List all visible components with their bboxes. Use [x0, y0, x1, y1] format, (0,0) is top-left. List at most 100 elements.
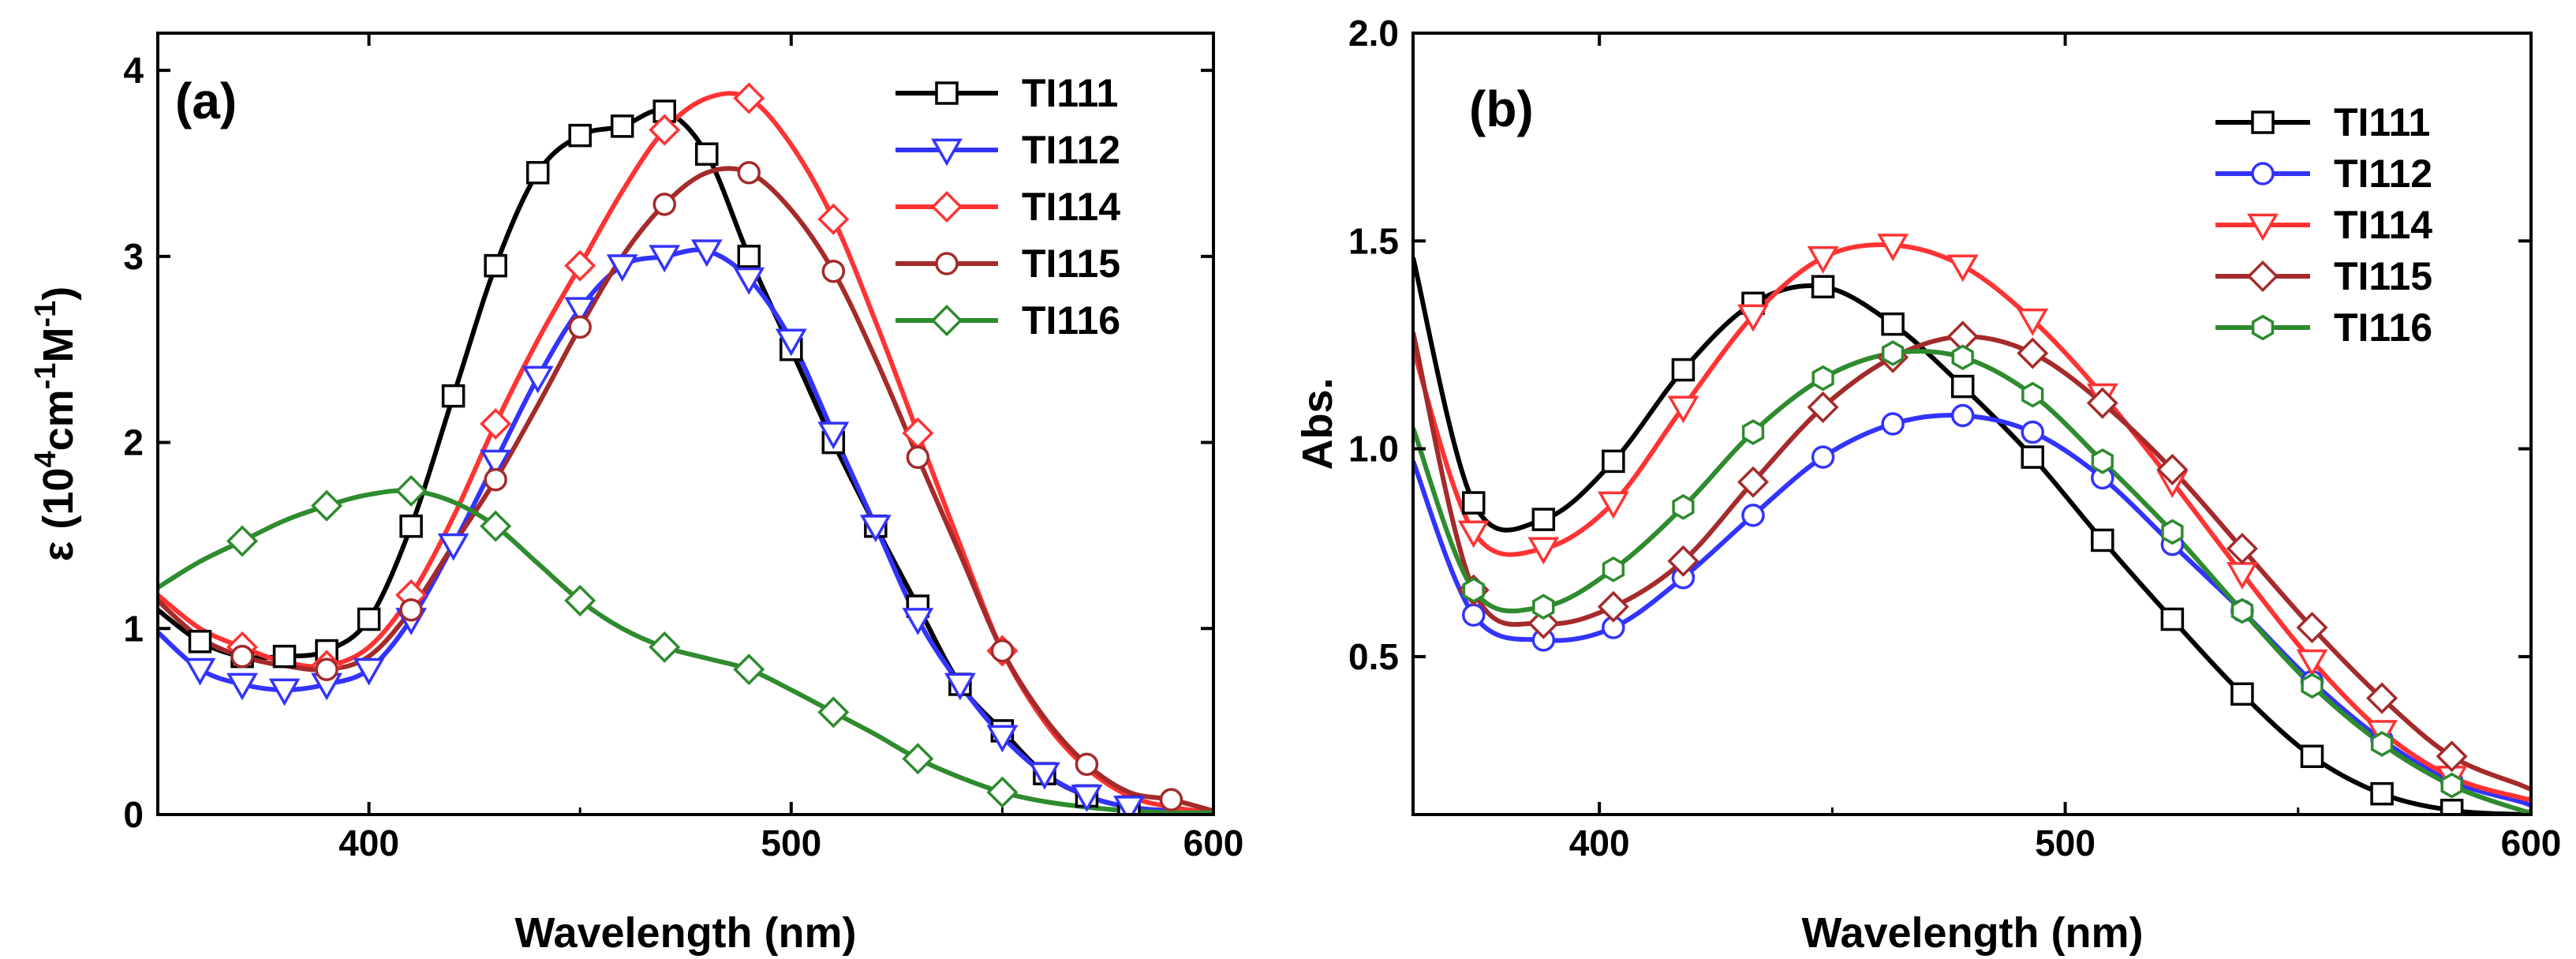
legend-marker-a-TI111 — [935, 81, 959, 105]
data-point-a-TI112-16 — [859, 515, 892, 543]
data-point-a-TI115-6 — [737, 161, 761, 185]
data-point-a-TI116-9 — [986, 776, 1019, 808]
data-point-b-TI114-0 — [1457, 520, 1490, 549]
x-axis-label-b: Wavelength (nm) — [1801, 909, 2143, 957]
data-point-b-TI116-5 — [1811, 365, 1834, 391]
data-point-a-TI116-2 — [395, 474, 428, 507]
data-point-a-TI114-7 — [817, 203, 850, 235]
data-point-a-TI116-1 — [311, 489, 343, 522]
data-point-b-TI116-7 — [1951, 344, 1974, 371]
data-point-b-TI115-2 — [1597, 590, 1629, 623]
data-point-b-TI114-4 — [1737, 304, 1769, 332]
y-tick-label-b-0: 0.5 — [1348, 636, 1399, 677]
data-point-b-TI114-12 — [2296, 649, 2328, 677]
x-tick-label-a-2: 600 — [1183, 822, 1244, 863]
data-point-b-TI114-1 — [1527, 537, 1560, 565]
data-point-a-TI112-14 — [775, 328, 807, 357]
legend-label-b-TI116: TI116 — [2334, 305, 2432, 350]
data-point-a-TI112-18 — [944, 672, 976, 701]
panel-label-b: (b) — [1469, 81, 1534, 137]
data-point-a-TI111-13 — [737, 245, 761, 268]
data-point-a-TI111-10 — [610, 114, 634, 138]
marker-layer-a — [184, 82, 1183, 815]
legend-marker-b-TI114 — [2247, 213, 2279, 242]
data-point-a-TI111-8 — [525, 161, 550, 185]
data-point-a-TI112-20 — [1029, 762, 1060, 790]
data-point-b-TI116-2 — [1602, 556, 1625, 583]
data-point-b-TI111-3 — [1671, 358, 1696, 382]
ticks-a: 400 500 600 0 1 2 3 4 — [123, 33, 1243, 863]
data-point-a-TI112-8 — [522, 365, 554, 394]
data-point-b-TI116-0 — [1462, 577, 1485, 603]
series-line-b-TI114 — [1413, 242, 2531, 802]
data-point-b-TI116-11 — [2230, 598, 2254, 624]
legend-marker-a-TI116 — [930, 304, 963, 337]
legend-label-b-TI114: TI114 — [2334, 203, 2432, 247]
marker-layer-b — [1457, 234, 2468, 815]
data-point-a-TI114-4 — [564, 249, 596, 282]
data-point-a-TI116-7 — [817, 696, 850, 729]
chart-panel-b: 400 500 600 0.5 1.0 1.5 2.0 (b) Wavelength (nm… — [1294, 13, 2561, 957]
data-point-a-TI112-10 — [606, 254, 638, 283]
data-point-a-TI116-6 — [733, 654, 765, 686]
y-axis-label-a-prefix: ε (10 — [35, 468, 82, 562]
data-point-a-TI112-7 — [480, 449, 512, 478]
data-point-b-TI116-4 — [1741, 419, 1765, 445]
data-point-b-TI116-13 — [2370, 731, 2394, 757]
data-point-b-TI112-5 — [1811, 445, 1835, 469]
data-point-b-TI115-4 — [1737, 466, 1770, 498]
legend-label-b-TI111: TI111 — [2334, 100, 2430, 144]
data-point-a-TI112-2 — [268, 678, 301, 706]
data-point-b-TI111-8 — [2021, 445, 2045, 469]
data-point-a-TI112-11 — [649, 245, 681, 273]
data-point-a-TI112-9 — [564, 297, 596, 325]
data-point-a-TI111-4 — [357, 607, 381, 631]
y-tick-label-b-2: 1.5 — [1348, 220, 1399, 261]
legend-marker-b-TI112 — [2251, 162, 2275, 185]
y-tick-label-a-1: 1 — [123, 608, 144, 649]
data-point-a-TI112-1 — [226, 672, 258, 701]
chart-panel-a: 400 500 600 0 1 2 3 4 (a) Wavelength (nm) ε (10… — [29, 32, 1243, 957]
y-axis-label-a-sup2: -1 — [29, 363, 62, 390]
data-point-b-TI111-5 — [1811, 275, 1835, 298]
data-point-b-TI115-12 — [2296, 612, 2328, 644]
data-point-b-TI114-2 — [1597, 491, 1629, 519]
data-point-a-TI116-4 — [564, 584, 596, 616]
data-point-b-TI115-11 — [2226, 532, 2258, 565]
data-point-b-TI112-7 — [1950, 403, 1975, 428]
ticks-b: 400 500 600 0.5 1.0 1.5 2.0 — [1348, 13, 2561, 863]
data-point-a-TI116-3 — [480, 510, 512, 542]
y-tick-label-a-0: 0 — [123, 794, 144, 835]
data-point-a-TI115-5 — [652, 193, 676, 216]
panel-label-a: (a) — [175, 73, 237, 129]
y-axis-label-a: ε (104cm-1M-1) — [29, 287, 82, 561]
data-point-a-TI111-9 — [568, 123, 592, 148]
data-point-a-TI111-6 — [441, 384, 465, 408]
data-point-a-TI114-3 — [480, 407, 512, 440]
data-point-b-TI111-12 — [2300, 744, 2324, 769]
data-point-a-TI111-5 — [399, 514, 423, 538]
data-point-b-TI116-12 — [2301, 672, 2324, 699]
data-point-b-TI112-8 — [2021, 420, 2045, 444]
data-point-a-TI115-10 — [1075, 752, 1099, 777]
data-point-b-TI116-6 — [1881, 340, 1905, 366]
data-point-b-TI116-10 — [2161, 519, 2184, 545]
legend-marker-a-TI114 — [930, 190, 963, 223]
data-point-a-TI111-2 — [272, 644, 297, 669]
data-point-b-TI111-6 — [1881, 312, 1905, 336]
data-point-a-TI115-0 — [230, 644, 254, 669]
legend-marker-b-TI111 — [2251, 111, 2275, 134]
series-line-a-TI112 — [158, 247, 1213, 815]
y-axis-label-a-suffix: ) — [35, 287, 82, 301]
y-axis-label-b: Abs. — [1294, 377, 1341, 470]
data-point-a-TI112-21 — [1071, 785, 1103, 812]
y-axis-label-a-mid2: M — [35, 328, 82, 363]
data-point-b-TI112-0 — [1462, 603, 1486, 627]
x-tick-label-a-0: 400 — [338, 822, 399, 863]
x-tick-label-a-1: 500 — [761, 822, 821, 863]
legend-marker-b-TI115 — [2246, 260, 2279, 293]
plot-frame-b — [1411, 32, 2533, 816]
data-point-b-TI116-1 — [1532, 594, 1555, 620]
legend-marker-a-TI112 — [931, 138, 963, 167]
data-point-a-TI114-6 — [733, 82, 765, 114]
